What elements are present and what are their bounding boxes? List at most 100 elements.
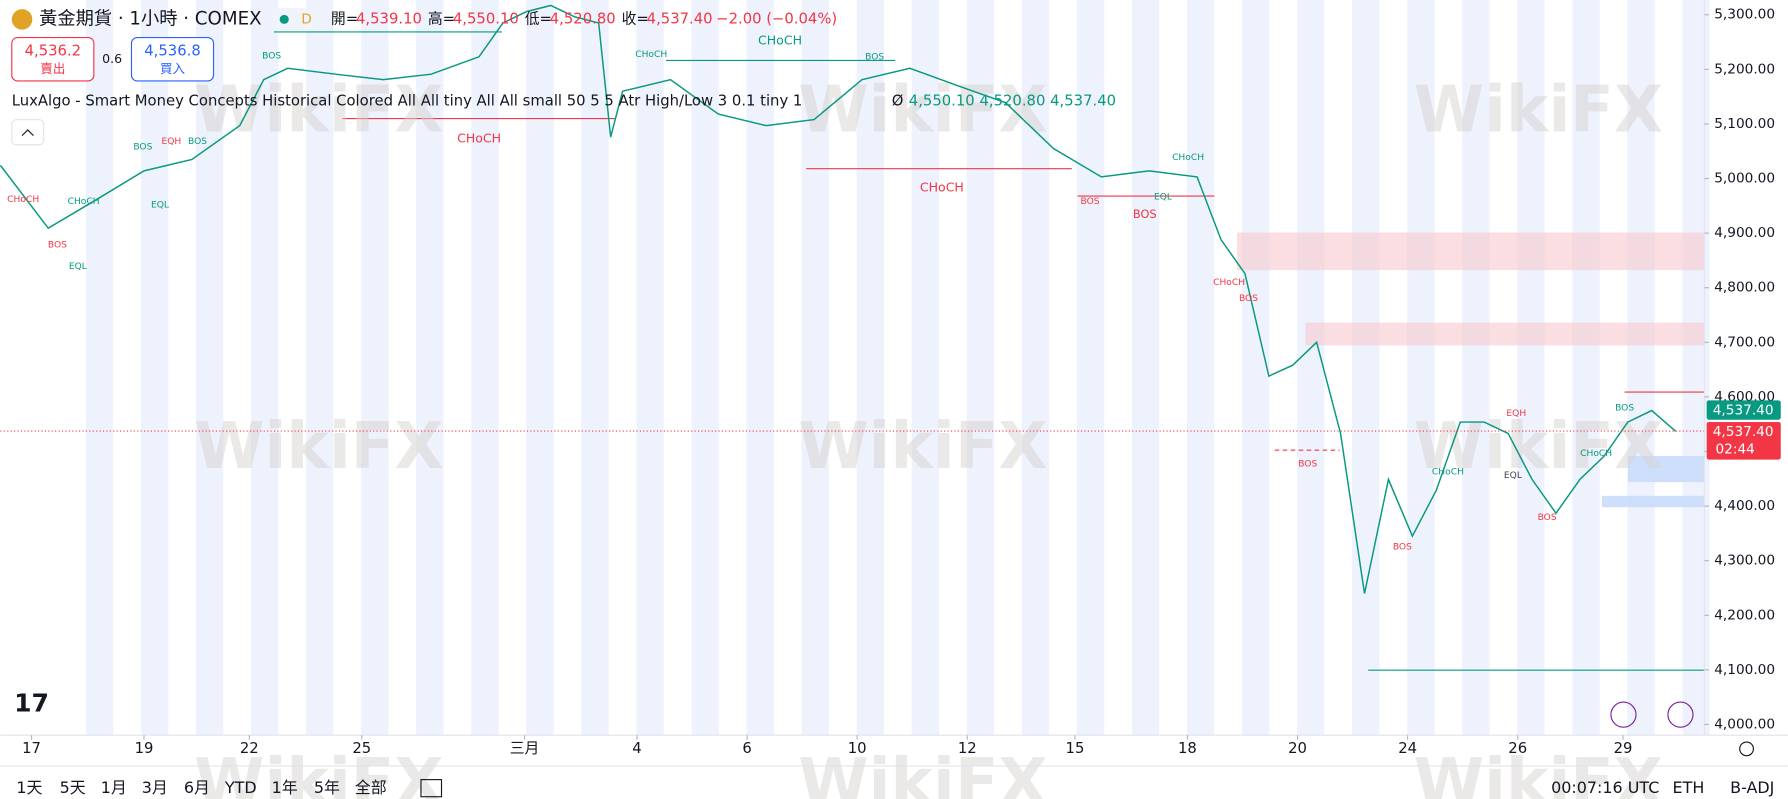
stripe [195,0,224,736]
x-tick-label: 20 [1288,740,1307,757]
watermark: WikiFX [798,746,1047,799]
session-toggle[interactable]: ETH [1673,778,1705,797]
stripe [361,0,389,736]
stripe [1186,0,1215,736]
indicator-values: 4,550.10 4,520.80 4,537.40 [909,92,1116,109]
watermark: WikiFX [798,410,1047,484]
stripe [416,0,444,736]
ohlc: 開=4,539.10 高=4,550.10 低=4,520.80 收=4,537.40… [331,10,837,27]
smc-label: BOS [48,241,67,251]
smc-label: CHoCH [920,180,964,195]
x-tick-label: 24 [1398,740,1417,757]
settings-button[interactable] [1739,741,1754,757]
alert-button[interactable] [1667,701,1694,728]
indicator-tag-label: 4,537.40 [1713,403,1774,419]
smc-label: EQL [1504,471,1523,481]
stripe [85,0,114,736]
x-tick-label: 25 [352,740,371,757]
stripe [526,0,554,736]
adjust-toggle[interactable]: B-ADJ [1730,778,1774,797]
y-axis: 4,000.00 4,100.00 4,200.00 4,300.00 4,400.00… [1704,7,1781,732]
stripe [140,0,169,736]
range-button[interactable]: YTD [224,778,257,797]
sell-price[interactable]: 4,536.2 [25,42,81,59]
ohlc-value: 4,520.80 [550,10,616,27]
smc-label: CHoCH [7,195,39,205]
stripe [581,0,609,736]
demand-zone [1601,495,1705,508]
clock: 00:07:16 UTC [1551,778,1659,797]
sell-label[interactable]: 賣出 [40,61,65,76]
x-tick-label: 18 [1178,740,1197,757]
indicator-tag [1706,400,1781,420]
collapse-button[interactable] [11,119,45,146]
stripe [1241,0,1270,736]
stripe [1407,0,1435,736]
price-tag-label: 4,537.40 [1713,424,1774,440]
status-pill [269,7,322,31]
buy-price[interactable]: 4,536.8 [144,42,200,59]
range-button[interactable]: 1月 [101,778,127,797]
x-tick-label: 15 [1066,740,1085,757]
y-tick-label: 4,000.00 [1714,716,1775,732]
watermark: WikiFX [194,746,443,799]
countdown: 02:44 [1715,441,1754,457]
demand-zone [1628,455,1705,483]
watermark: WikiFX [1414,410,1663,484]
zones [1237,232,1705,508]
stripe [691,0,719,736]
x-tick-label: 6 [742,740,751,757]
stripe [966,0,995,736]
range-button[interactable]: 1天 [16,778,42,797]
stripe [1572,0,1600,736]
stripe [1517,0,1545,736]
sell-box[interactable] [11,37,95,82]
symbol-logo [11,9,33,30]
stripe [1627,0,1655,736]
range-button[interactable]: 全部 [355,778,387,797]
smc-label: CHoCH [1213,278,1245,288]
indicator-symbol: Ø [892,92,904,109]
watermark: WikiFX [194,410,443,484]
x-tick-label: 12 [958,740,977,757]
smc-label: CHoCH [758,33,802,48]
date-range-button[interactable] [420,779,443,798]
x-tick-label: 17 [22,740,41,757]
stripe [471,0,499,736]
y-tick-label: 4,300.00 [1714,553,1775,569]
smc-label: EQH [1506,409,1526,419]
smc-label: BOS [1298,459,1317,469]
y-tick-label: 4,200.00 [1714,607,1775,623]
x-tick-label: 29 [1614,740,1633,757]
buy-box[interactable] [130,37,215,82]
range-button[interactable]: 1年 [272,778,298,797]
buy-button[interactable]: 4,536.8 買入 [130,37,215,82]
replay-button[interactable] [1610,701,1637,728]
range-button[interactable]: 3月 [142,778,168,797]
x-tick-label: 22 [240,740,259,757]
smc-label: CHoCH [1432,467,1464,477]
indicator-name: LuxAlgo - Smart Money Concepts Historica… [12,92,803,109]
smc-label: EQH [161,137,181,147]
supply-zone [1305,322,1705,346]
y-tick-label: 4,800.00 [1714,280,1775,296]
buy-label[interactable]: 買入 [160,61,186,76]
y-tick-label: 4,100.00 [1714,662,1775,678]
x-tick-label: 4 [632,740,641,757]
sell-button[interactable]: 4,536.2 賣出 [11,37,95,82]
y-tick-label: 5,000.00 [1714,171,1775,187]
range-button[interactable]: 5年 [314,778,340,797]
ohlc-label: 高= [428,10,455,27]
stripe [746,0,774,736]
session-stripes [85,0,1710,736]
stripe [1352,0,1380,736]
range-button[interactable]: 6月 [184,778,210,797]
smc-label: BOS [1239,294,1258,304]
smc-label: BOS [865,52,884,62]
supply-zone [1237,232,1705,271]
change: −2.00 (−0.04%) [716,10,837,27]
structure-lines [273,31,1705,671]
ohlc-label: 低= [525,10,552,27]
ohlc-value: 4,539.10 [356,10,422,27]
range-button[interactable]: 5天 [60,778,86,797]
